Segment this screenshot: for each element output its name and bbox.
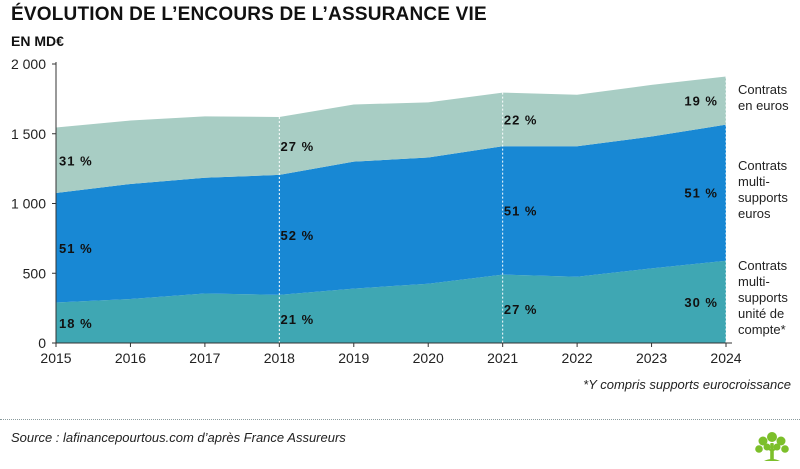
legend-line: Contrats [738,258,788,273]
data-label-series1-2015: 51 % [59,241,93,256]
x-tick-label-2023: 2023 [636,350,667,366]
chart-footnote: *Y compris supports eurocroissance [583,377,791,392]
data-label-series2-2024: 19 % [684,94,718,109]
data-label-series0-2024: 30 % [684,295,718,310]
legend-line: compte* [738,322,786,337]
x-tick-label-2015: 2015 [40,350,71,366]
area-series-2 [56,76,726,194]
y-tick-label-2000: 2 000 [11,56,46,72]
tree-logo-icon [755,432,789,461]
area-series-0 [56,260,726,343]
legend-line: en euros [738,98,789,113]
legend-line: Contrats [738,82,788,97]
y-tick-label-1000: 1 000 [11,196,46,212]
x-tick-label-2024: 2024 [710,350,741,366]
data-label-series2-2021: 22 % [504,112,538,127]
data-label-series0-2021: 27 % [504,302,538,317]
legend-line: euros [738,206,771,221]
data-label-series2-2015: 31 % [59,153,93,168]
data-label-series1-2024: 51 % [684,186,718,201]
source-credit: Source : lafinancepourtous.com d’après F… [11,430,346,445]
chart-title: ÉVOLUTION DE L’ENCOURS DE L’ASSURANCE VI… [11,4,487,25]
data-label-series2-2018: 27 % [281,139,315,154]
y-axis-unit-label: EN MD€ [11,33,64,49]
legend-line: multi- [738,174,770,189]
legend-entry-unit-de-compte: Contrats multi-supports unité de compte* [738,258,800,338]
legend-line: supports [738,290,788,305]
divider-line [0,419,800,420]
data-label-series1-2018: 52 % [281,228,315,243]
x-tick-label-2017: 2017 [189,350,220,366]
legend-entry-multi-supports-euros: Contrats multi-supports euros [738,158,800,222]
data-label-series0-2018: 21 % [281,312,315,327]
legend-line: unité de [738,306,785,321]
y-tick-label-1500: 1 500 [11,126,46,142]
y-tick-label-500: 500 [23,265,47,281]
legend-line: multi- [738,274,770,289]
legend-line: Contrats [738,158,788,173]
y-tick-label-0: 0 [38,335,46,351]
data-label-series0-2015: 18 % [59,316,93,331]
legend-line: supports [738,190,788,205]
x-tick-label-2022: 2022 [562,350,593,366]
x-tick-label-2021: 2021 [487,350,518,366]
legend-entry-contrats-en-euros: Contrats en euros [738,82,800,114]
x-tick-label-2018: 2018 [264,350,295,366]
data-label-series1-2021: 51 % [504,203,538,218]
area-series-1 [56,124,726,303]
x-tick-label-2019: 2019 [338,350,369,366]
x-tick-label-2016: 2016 [115,350,146,366]
x-tick-label-2020: 2020 [413,350,444,366]
